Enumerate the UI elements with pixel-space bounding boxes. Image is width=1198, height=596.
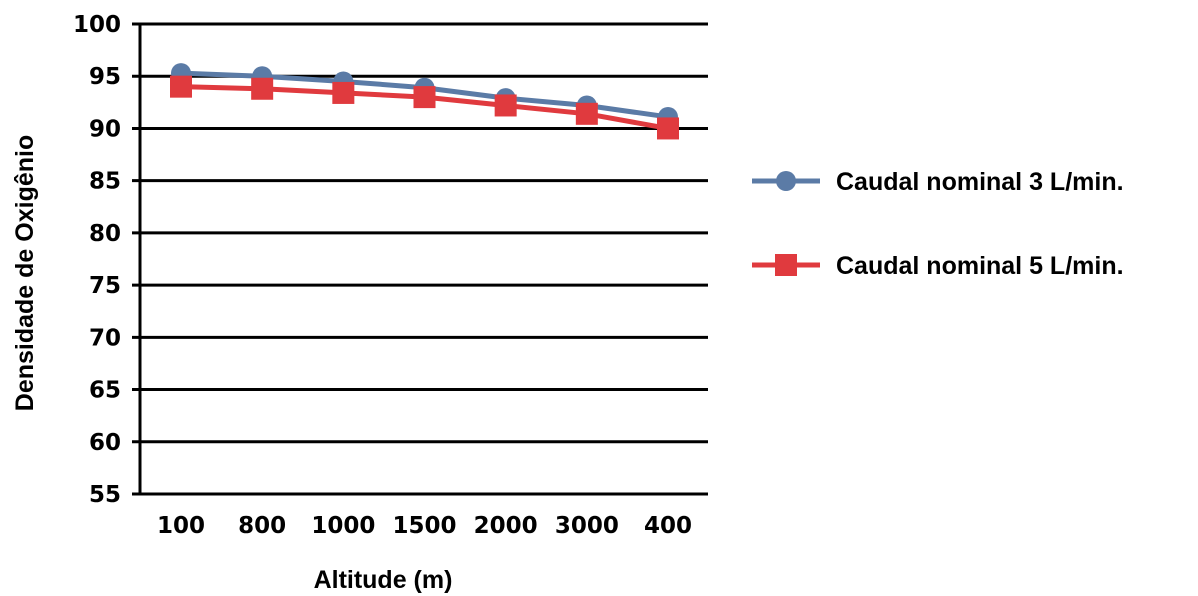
- series-2-point: [657, 117, 679, 140]
- x-axis-title: Altitude (m): [314, 566, 453, 594]
- y-tick-label: 75: [89, 273, 121, 299]
- series-2-point: [332, 81, 355, 104]
- legend-label-1: Caudal nominal 3 L/min.: [836, 168, 1124, 196]
- gridlines: [132, 22, 708, 496]
- x-tick-label: 3000: [555, 513, 619, 539]
- x-tick-label: 2000: [474, 513, 538, 539]
- x-tick-label: 800: [238, 513, 286, 539]
- series-2-point: [251, 77, 274, 100]
- x-tick-label: 1000: [311, 513, 375, 539]
- y-tick-labels: 55 60 65 70 75 80 85 90 95 100: [73, 12, 121, 508]
- y-tick-label: 80: [89, 221, 121, 247]
- series-2-point: [575, 102, 598, 125]
- series-2-point: [413, 86, 436, 109]
- y-tick-label: 95: [89, 64, 121, 90]
- legend-marker-circle: [776, 171, 796, 191]
- series-group: [170, 63, 679, 140]
- y-tick-label: 55: [89, 482, 121, 508]
- legend-label-2: Caudal nominal 5 L/min.: [836, 252, 1124, 280]
- legend-marker-square: [775, 254, 797, 276]
- x-tick-label: 1500: [392, 513, 456, 539]
- y-tick-label: 70: [89, 325, 121, 351]
- y-tick-label: 90: [89, 116, 121, 142]
- x-tick-labels: 100 800 1000 1500 2000 3000 400: [157, 513, 692, 539]
- legend: Caudal nominal 3 L/min. Caudal nominal 5 …: [752, 168, 1124, 280]
- x-tick-label: 400: [644, 513, 692, 539]
- y-axis-title: Densidade de Oxigênio: [11, 135, 39, 411]
- y-tick-label: 100: [73, 12, 121, 38]
- series-2-point: [170, 75, 192, 98]
- x-tick-label: 100: [157, 513, 205, 539]
- series-2-point: [494, 94, 517, 117]
- y-tick-label: 60: [89, 430, 121, 456]
- y-tick-label: 65: [89, 378, 121, 404]
- y-tick-label: 85: [89, 169, 121, 195]
